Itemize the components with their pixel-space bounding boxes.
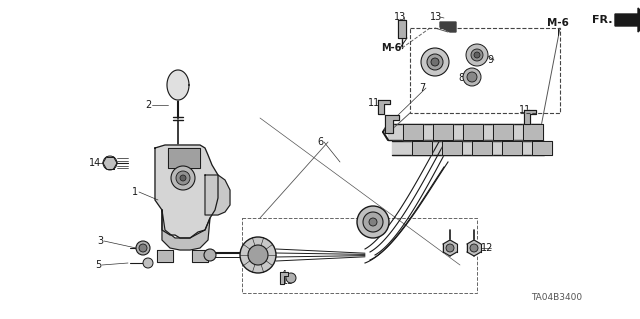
Polygon shape [440, 22, 456, 32]
Circle shape [204, 249, 216, 261]
Circle shape [139, 244, 147, 252]
Text: 1: 1 [132, 187, 138, 197]
Polygon shape [615, 8, 640, 32]
Text: 11: 11 [368, 98, 380, 108]
Text: M-6: M-6 [547, 18, 569, 28]
Text: 16: 16 [442, 243, 454, 253]
Text: 5: 5 [95, 260, 101, 270]
Text: 13: 13 [394, 12, 406, 22]
Polygon shape [433, 124, 453, 140]
Circle shape [286, 273, 296, 283]
Polygon shape [443, 240, 457, 256]
Text: 12: 12 [481, 243, 493, 253]
Text: TA04B3400: TA04B3400 [531, 293, 582, 301]
Circle shape [466, 44, 488, 66]
Text: 6: 6 [317, 137, 323, 147]
Circle shape [103, 156, 117, 170]
Text: 15: 15 [282, 276, 294, 286]
Circle shape [176, 171, 190, 185]
Circle shape [471, 49, 483, 61]
Circle shape [431, 58, 439, 66]
Polygon shape [378, 100, 390, 114]
Polygon shape [502, 141, 522, 155]
Polygon shape [398, 20, 406, 38]
Polygon shape [155, 145, 218, 238]
Circle shape [474, 52, 480, 58]
Circle shape [470, 244, 478, 252]
Circle shape [248, 245, 268, 265]
Circle shape [363, 212, 383, 232]
Circle shape [446, 244, 454, 252]
Text: 9: 9 [487, 55, 493, 65]
Text: 3: 3 [97, 236, 103, 246]
Circle shape [136, 241, 150, 255]
Circle shape [467, 72, 477, 82]
Polygon shape [157, 250, 173, 262]
Text: 10: 10 [430, 50, 442, 60]
Circle shape [369, 218, 377, 226]
Polygon shape [472, 141, 492, 155]
Bar [242, 218, 477, 293]
Polygon shape [524, 110, 536, 124]
Polygon shape [205, 175, 230, 215]
Circle shape [143, 258, 153, 268]
Polygon shape [493, 124, 513, 140]
Polygon shape [167, 70, 189, 100]
Polygon shape [523, 124, 543, 140]
Polygon shape [403, 124, 423, 140]
Text: M-6: M-6 [381, 43, 401, 53]
Text: 4: 4 [281, 270, 287, 280]
Polygon shape [442, 141, 462, 155]
Text: 11: 11 [519, 105, 531, 115]
Polygon shape [463, 124, 483, 140]
Polygon shape [532, 141, 552, 155]
Text: 7: 7 [419, 83, 425, 93]
Text: 13: 13 [430, 12, 442, 22]
Bar [410, 28, 560, 113]
Text: 14: 14 [89, 158, 101, 168]
Polygon shape [388, 124, 540, 140]
Text: FR.: FR. [592, 15, 612, 25]
Circle shape [427, 54, 443, 70]
Polygon shape [412, 141, 432, 155]
Circle shape [463, 68, 481, 86]
Circle shape [421, 48, 449, 76]
Circle shape [171, 166, 195, 190]
Text: 2: 2 [145, 100, 151, 110]
Polygon shape [192, 250, 208, 262]
Circle shape [357, 206, 389, 238]
Text: 8: 8 [458, 73, 464, 83]
Polygon shape [168, 148, 200, 168]
Polygon shape [385, 115, 399, 133]
Polygon shape [392, 141, 544, 155]
Circle shape [240, 237, 276, 273]
Polygon shape [162, 210, 210, 250]
Polygon shape [467, 240, 481, 256]
Polygon shape [280, 272, 288, 284]
Circle shape [180, 175, 186, 181]
